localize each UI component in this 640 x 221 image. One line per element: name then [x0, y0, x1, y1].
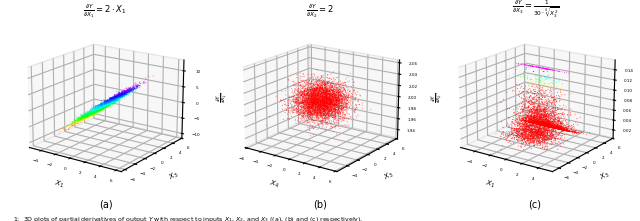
- Text: (a): (a): [99, 200, 113, 210]
- Y-axis label: $X_3$: $X_3$: [383, 170, 396, 183]
- Text: (c): (c): [528, 200, 541, 210]
- X-axis label: $X_4$: $X_4$: [268, 178, 280, 191]
- Title: $\frac{\partial Y}{\partial X_2} = 2$: $\frac{\partial Y}{\partial X_2} = 2$: [306, 2, 334, 20]
- X-axis label: $X_1$: $X_1$: [53, 178, 65, 191]
- X-axis label: $X_1$: $X_1$: [484, 178, 496, 191]
- Title: $\frac{\partial Y}{\partial X_3} = \frac{1}{30 \cdot \sqrt[4]{X_3^2}}$: $\frac{\partial Y}{\partial X_3} = \frac…: [511, 0, 559, 20]
- Text: 1:  3D plots of partial derivatives of output $Y$ with respect to inputs $X_1$, : 1: 3D plots of partial derivatives of ou…: [13, 215, 363, 221]
- Title: $\frac{\partial Y}{\partial X_1} = 2 \cdot X_1$: $\frac{\partial Y}{\partial X_1} = 2 \cd…: [83, 2, 126, 20]
- Y-axis label: $X_3$: $X_3$: [598, 170, 612, 183]
- Y-axis label: $X_3$: $X_3$: [167, 170, 180, 183]
- Text: (b): (b): [313, 200, 327, 210]
